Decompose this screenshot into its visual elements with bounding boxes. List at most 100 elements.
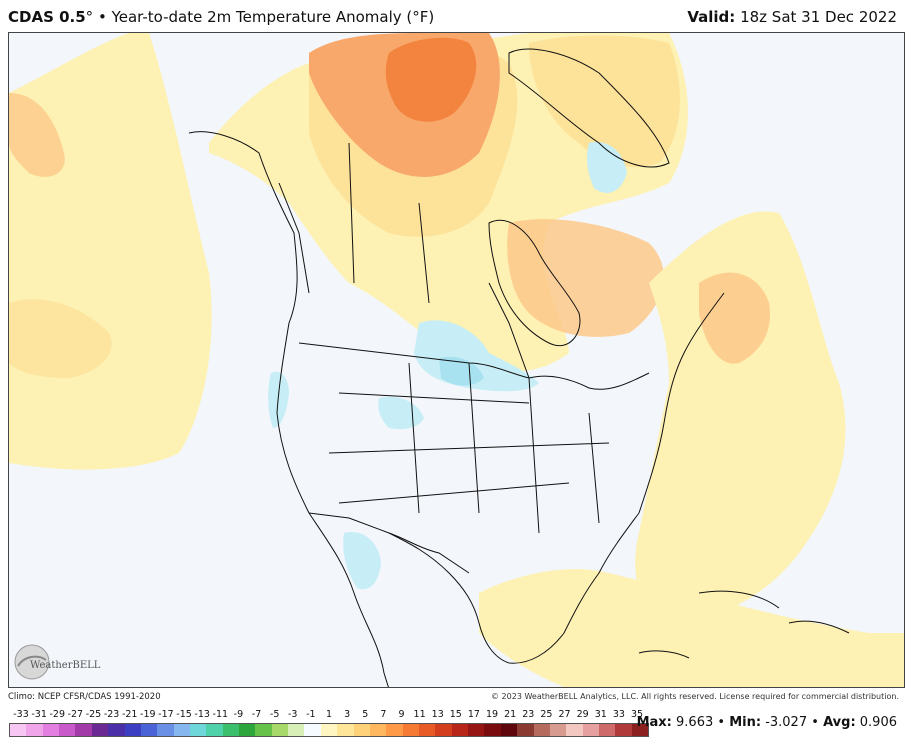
- legend-tick-label: 5: [362, 709, 369, 720]
- avg-value: 0.906: [859, 715, 897, 730]
- legend-tick-label: -7: [251, 709, 262, 720]
- legend-swatch: [271, 724, 289, 736]
- legend-tick-label: 13: [431, 709, 444, 720]
- legend-color-bar: [9, 723, 649, 737]
- legend-tick-label: -11: [212, 709, 229, 720]
- legend-tick-label: 33: [612, 709, 625, 720]
- legend-swatch: [206, 724, 223, 736]
- legend-swatch: [582, 724, 599, 736]
- degree-mark: °: [85, 8, 94, 26]
- legend-tick-label: 25: [540, 709, 553, 720]
- legend-swatch: [42, 724, 60, 736]
- caribbean-islands: [638, 590, 850, 659]
- legend-swatch: [337, 724, 354, 736]
- legend-tick-label: 11: [413, 709, 426, 720]
- title-separator: •: [93, 8, 112, 26]
- max-label: Max:: [636, 715, 672, 730]
- legend-tick-label: -25: [85, 709, 102, 720]
- legend-swatch: [59, 724, 76, 736]
- legend-swatch: [320, 724, 338, 736]
- gulf-warm-region: [479, 569, 904, 687]
- legend-swatch: [566, 724, 583, 736]
- legend-swatch: [402, 724, 419, 736]
- east-coastline: [638, 292, 725, 514]
- greenland-coast: [508, 48, 670, 168]
- legend-swatch: [140, 724, 158, 736]
- arctic-warm-core: [385, 37, 477, 122]
- mexico-cool-region: [343, 532, 381, 590]
- legend-tick-label: -5: [269, 709, 280, 720]
- legend-tick-label: 31: [594, 709, 607, 720]
- legend-swatch: [288, 724, 305, 736]
- legend-swatch: [598, 724, 616, 736]
- legend-tick-label: -1: [306, 709, 316, 720]
- hudson-warm-region: [507, 219, 664, 337]
- weatherbell-logo: WeatherBELL: [14, 644, 101, 680]
- legend-swatch: [517, 724, 534, 736]
- gulf-coastline: [388, 512, 640, 664]
- legend-tick-label: 15: [449, 709, 462, 720]
- map-canvas: [9, 33, 904, 687]
- legend-tick-label: -23: [103, 709, 120, 720]
- canada-provinces: [348, 142, 530, 379]
- legend-swatch: [91, 724, 109, 736]
- legend-swatch: [124, 724, 141, 736]
- legend-tick-label: -31: [31, 709, 47, 720]
- legend-swatch: [451, 724, 469, 736]
- baffin-cool-region: [586, 142, 627, 193]
- max-value: 9.663: [676, 715, 714, 730]
- pacific-warm-core: [9, 93, 65, 177]
- legend-tick-label: -13: [194, 709, 210, 720]
- stats-separator: •: [717, 715, 726, 730]
- map-title: CDAS 0.5° • Year-to-date 2m Temperature …: [8, 8, 434, 26]
- legend-tick-label: -19: [140, 709, 156, 720]
- atlantic-warm-core: [699, 272, 770, 364]
- anomaly-map: [8, 32, 905, 688]
- legend-tick-label: -9: [233, 709, 244, 720]
- stats-separator: •: [811, 715, 819, 730]
- legend-swatch: [631, 724, 649, 736]
- climo-note: Climo: NCEP CFSR/CDAS 1991-2020: [8, 692, 161, 702]
- min-value: -3.027: [765, 715, 808, 730]
- legend-tick-label: -15: [176, 709, 192, 720]
- copyright-note: © 2023 WeatherBELL Analytics, LLC. All r…: [491, 692, 899, 701]
- legend-swatch: [369, 724, 387, 736]
- title-text: Year-to-date 2m Temperature Anomaly (°F): [111, 8, 435, 26]
- hudson-bay-coast: [488, 219, 581, 347]
- valid-time: Valid: 18z Sat 31 Dec 2022: [687, 8, 897, 26]
- legend-swatch: [418, 724, 436, 736]
- atlantic-warm-region: [635, 211, 846, 633]
- legend-tick-label: -17: [158, 709, 174, 720]
- legend-swatch: [75, 724, 92, 736]
- legend-tick-label: 29: [576, 709, 589, 720]
- legend-swatch: [615, 724, 632, 736]
- legend-swatch: [304, 724, 321, 736]
- legend-tick-label: 21: [504, 709, 517, 720]
- legend-tick-label: -33: [13, 709, 29, 720]
- min-label: Min:: [729, 715, 762, 730]
- us-canada-border: [298, 342, 650, 390]
- greenland-warm-region: [529, 35, 680, 167]
- valid-value: 18z Sat 31 Dec 2022: [740, 8, 897, 26]
- legend-tick-label: -3: [288, 709, 298, 720]
- legend-swatch: [255, 724, 272, 736]
- legend-swatch: [239, 724, 256, 736]
- legend-tick-label: 7: [380, 709, 387, 720]
- legend-tick-label: 1: [325, 709, 333, 720]
- legend-tick-label: 9: [398, 709, 405, 720]
- legend-tick-labels: -33 -31 -29 -27 -25 -23 -21 -19 -17 -15 -13 -11 -9 -7…: [9, 709, 649, 723]
- north-america-coastline: [188, 131, 389, 687]
- legend-swatch: [108, 724, 125, 736]
- political-borders: [188, 48, 850, 687]
- legend-swatch: [468, 724, 485, 736]
- legend-swatch: [500, 724, 518, 736]
- pacific-warm-band: [9, 299, 112, 378]
- legend-swatch: [26, 724, 43, 736]
- us-state-lines: [328, 362, 610, 534]
- legend-swatch: [435, 724, 452, 736]
- legend-swatch: [484, 724, 501, 736]
- legend-swatch: [533, 724, 550, 736]
- plains-cool-core: [439, 356, 484, 386]
- legend-swatch: [189, 724, 207, 736]
- legend-tick-label: 35: [630, 709, 644, 720]
